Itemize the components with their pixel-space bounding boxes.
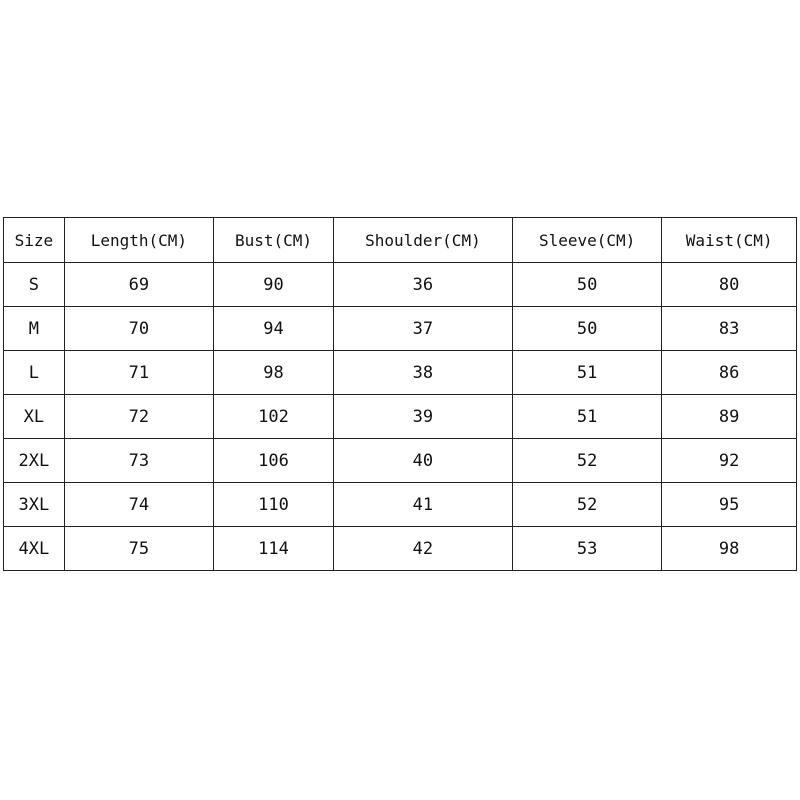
table-row: 4XL 75 114 42 53 98 [3,526,797,571]
table-row: L 71 98 38 51 86 [3,350,797,395]
size-cell: L [3,350,65,395]
measurement-cell: 74 [63,482,215,527]
size-cell: 4XL [3,526,65,571]
measurement-cell: 89 [661,394,797,439]
measurement-cell: 75 [63,526,215,571]
measurement-cell: 114 [213,526,334,571]
measurement-cell: 50 [511,306,663,351]
measurement-cell: 83 [661,306,797,351]
measurement-cell: 98 [213,350,334,395]
measurement-cell: 106 [213,438,334,483]
measurement-cell: 90 [213,262,334,307]
column-header: Length(CM) [63,217,215,263]
size-cell: 3XL [3,482,65,527]
measurement-cell: 94 [213,306,334,351]
column-header: Waist(CM) [661,217,797,263]
table-row: S 69 90 36 50 80 [3,262,797,307]
measurement-cell: 36 [332,262,513,307]
measurement-cell: 37 [332,306,513,351]
measurement-cell: 53 [511,526,663,571]
table-row: 3XL 74 110 41 52 95 [3,482,797,527]
measurement-cell: 80 [661,262,797,307]
measurement-cell: 92 [661,438,797,483]
measurement-cell: 70 [63,306,215,351]
measurement-cell: 52 [511,438,663,483]
size-cell: XL [3,394,65,439]
measurement-cell: 52 [511,482,663,527]
measurement-cell: 69 [63,262,215,307]
measurement-cell: 51 [511,394,663,439]
table-row: XL 72 102 39 51 89 [3,394,797,439]
measurement-cell: 41 [332,482,513,527]
size-cell: 2XL [3,438,65,483]
size-chart-table: Size Length(CM) Bust(CM) Shoulder(CM) Sleeve… [3,217,797,571]
measurement-cell: 72 [63,394,215,439]
size-cell: S [3,262,65,307]
measurement-cell: 86 [661,350,797,395]
measurement-cell: 73 [63,438,215,483]
measurement-cell: 110 [213,482,334,527]
measurement-cell: 71 [63,350,215,395]
measurement-cell: 40 [332,438,513,483]
size-cell: M [3,306,65,351]
header-row: Size Length(CM) Bust(CM) Shoulder(CM) Sleeve… [3,217,797,263]
measurement-cell: 95 [661,482,797,527]
table-row: 2XL 73 106 40 52 92 [3,438,797,483]
measurement-cell: 39 [332,394,513,439]
measurement-cell: 50 [511,262,663,307]
table-row: M 70 94 37 50 83 [3,306,797,351]
measurement-cell: 38 [332,350,513,395]
column-header: Bust(CM) [213,217,334,263]
measurement-cell: 51 [511,350,663,395]
measurement-cell: 42 [332,526,513,571]
column-header: Shoulder(CM) [332,217,513,263]
column-header: Sleeve(CM) [511,217,663,263]
measurement-cell: 102 [213,394,334,439]
column-header: Size [3,217,65,263]
measurement-cell: 98 [661,526,797,571]
